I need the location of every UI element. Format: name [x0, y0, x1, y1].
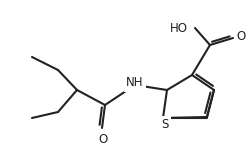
- Text: O: O: [98, 133, 108, 146]
- Text: HO: HO: [170, 22, 188, 35]
- Text: S: S: [161, 119, 169, 131]
- Text: NH: NH: [126, 77, 144, 89]
- Text: O: O: [236, 29, 245, 42]
